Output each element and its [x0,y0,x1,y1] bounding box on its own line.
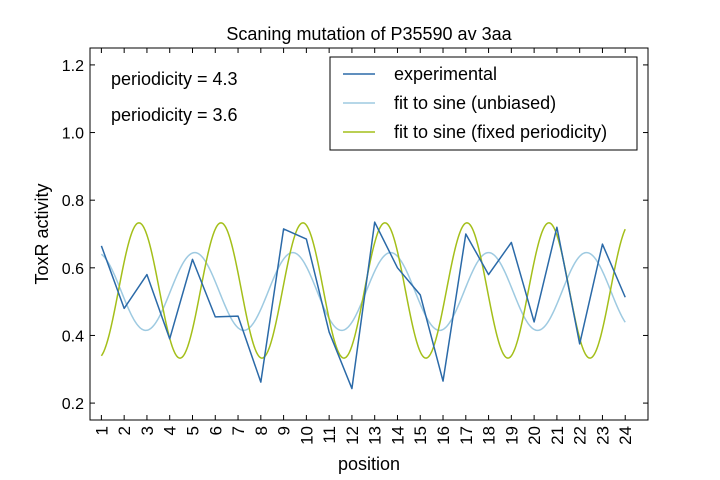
x-tick-label: 14 [388,426,407,445]
x-tick-label: 11 [320,426,339,444]
x-tick-label: 19 [502,426,521,445]
y-tick-label: 1.2 [62,58,84,75]
x-tick-label: 20 [525,426,544,445]
x-tick-label: 13 [366,426,385,445]
legend: experimental fit to sine (unbiased) fit … [329,56,638,151]
x-tick-label: 1 [92,426,111,435]
series-line-fit-unbiased [100,251,626,332]
y-tick-label: 1.0 [62,126,84,143]
x-tick-label: 10 [297,426,316,445]
annotation-periodicity-fixed: periodicity = 3.6 [111,105,238,125]
x-tick-label: 6 [206,426,225,435]
x-tick-label: 12 [343,426,362,445]
plot-frame [89,47,649,421]
y-tick-label: 0.8 [62,193,84,210]
legend-label-fixed: fit to sine (fixed periodicity) [394,122,607,142]
legend-label-experimental: experimental [394,64,497,84]
x-axis: 1 2 3 4 5 6 7 8 9 10 11 12 13 14 15 16 17 18 19 20 21 22 23 24 [92,48,635,445]
x-tick-label: 9 [275,426,294,435]
y-tick-label: 0.2 [62,396,84,413]
x-tick-label: 5 [183,426,202,435]
x-tick-label: 3 [138,426,157,435]
x-tick-label: 23 [593,426,612,445]
x-axis-label: position [338,454,400,474]
y-axis: 0.2 0.4 0.6 0.8 1.0 1.2 [62,58,648,413]
y-tick-label: 0.4 [62,328,84,345]
annotation-periodicity-unbiased: periodicity = 4.3 [111,69,238,89]
y-tick-label: 0.6 [62,261,84,278]
legend-box [329,56,638,151]
x-tick-label: 15 [411,426,430,445]
legend-label-unbiased: fit to sine (unbiased) [394,93,556,113]
x-tick-label: 8 [252,426,271,435]
x-tick-label: 17 [457,426,476,445]
x-tick-label: 2 [115,426,134,435]
x-tick-label: 4 [161,426,180,435]
chart-title: Scaning mutation of P35590 av 3aa [226,24,512,44]
x-tick-label: 22 [571,426,590,445]
x-tick-label: 18 [480,426,499,445]
series-line-experimental [100,221,626,390]
x-tick-label: 21 [548,426,567,445]
x-tick-label: 16 [434,426,453,445]
x-tick-label: 7 [229,426,248,435]
y-axis-label: ToxR activity [32,183,52,284]
x-tick-label: 24 [616,426,635,445]
series-line-fit-fixed [100,222,626,359]
